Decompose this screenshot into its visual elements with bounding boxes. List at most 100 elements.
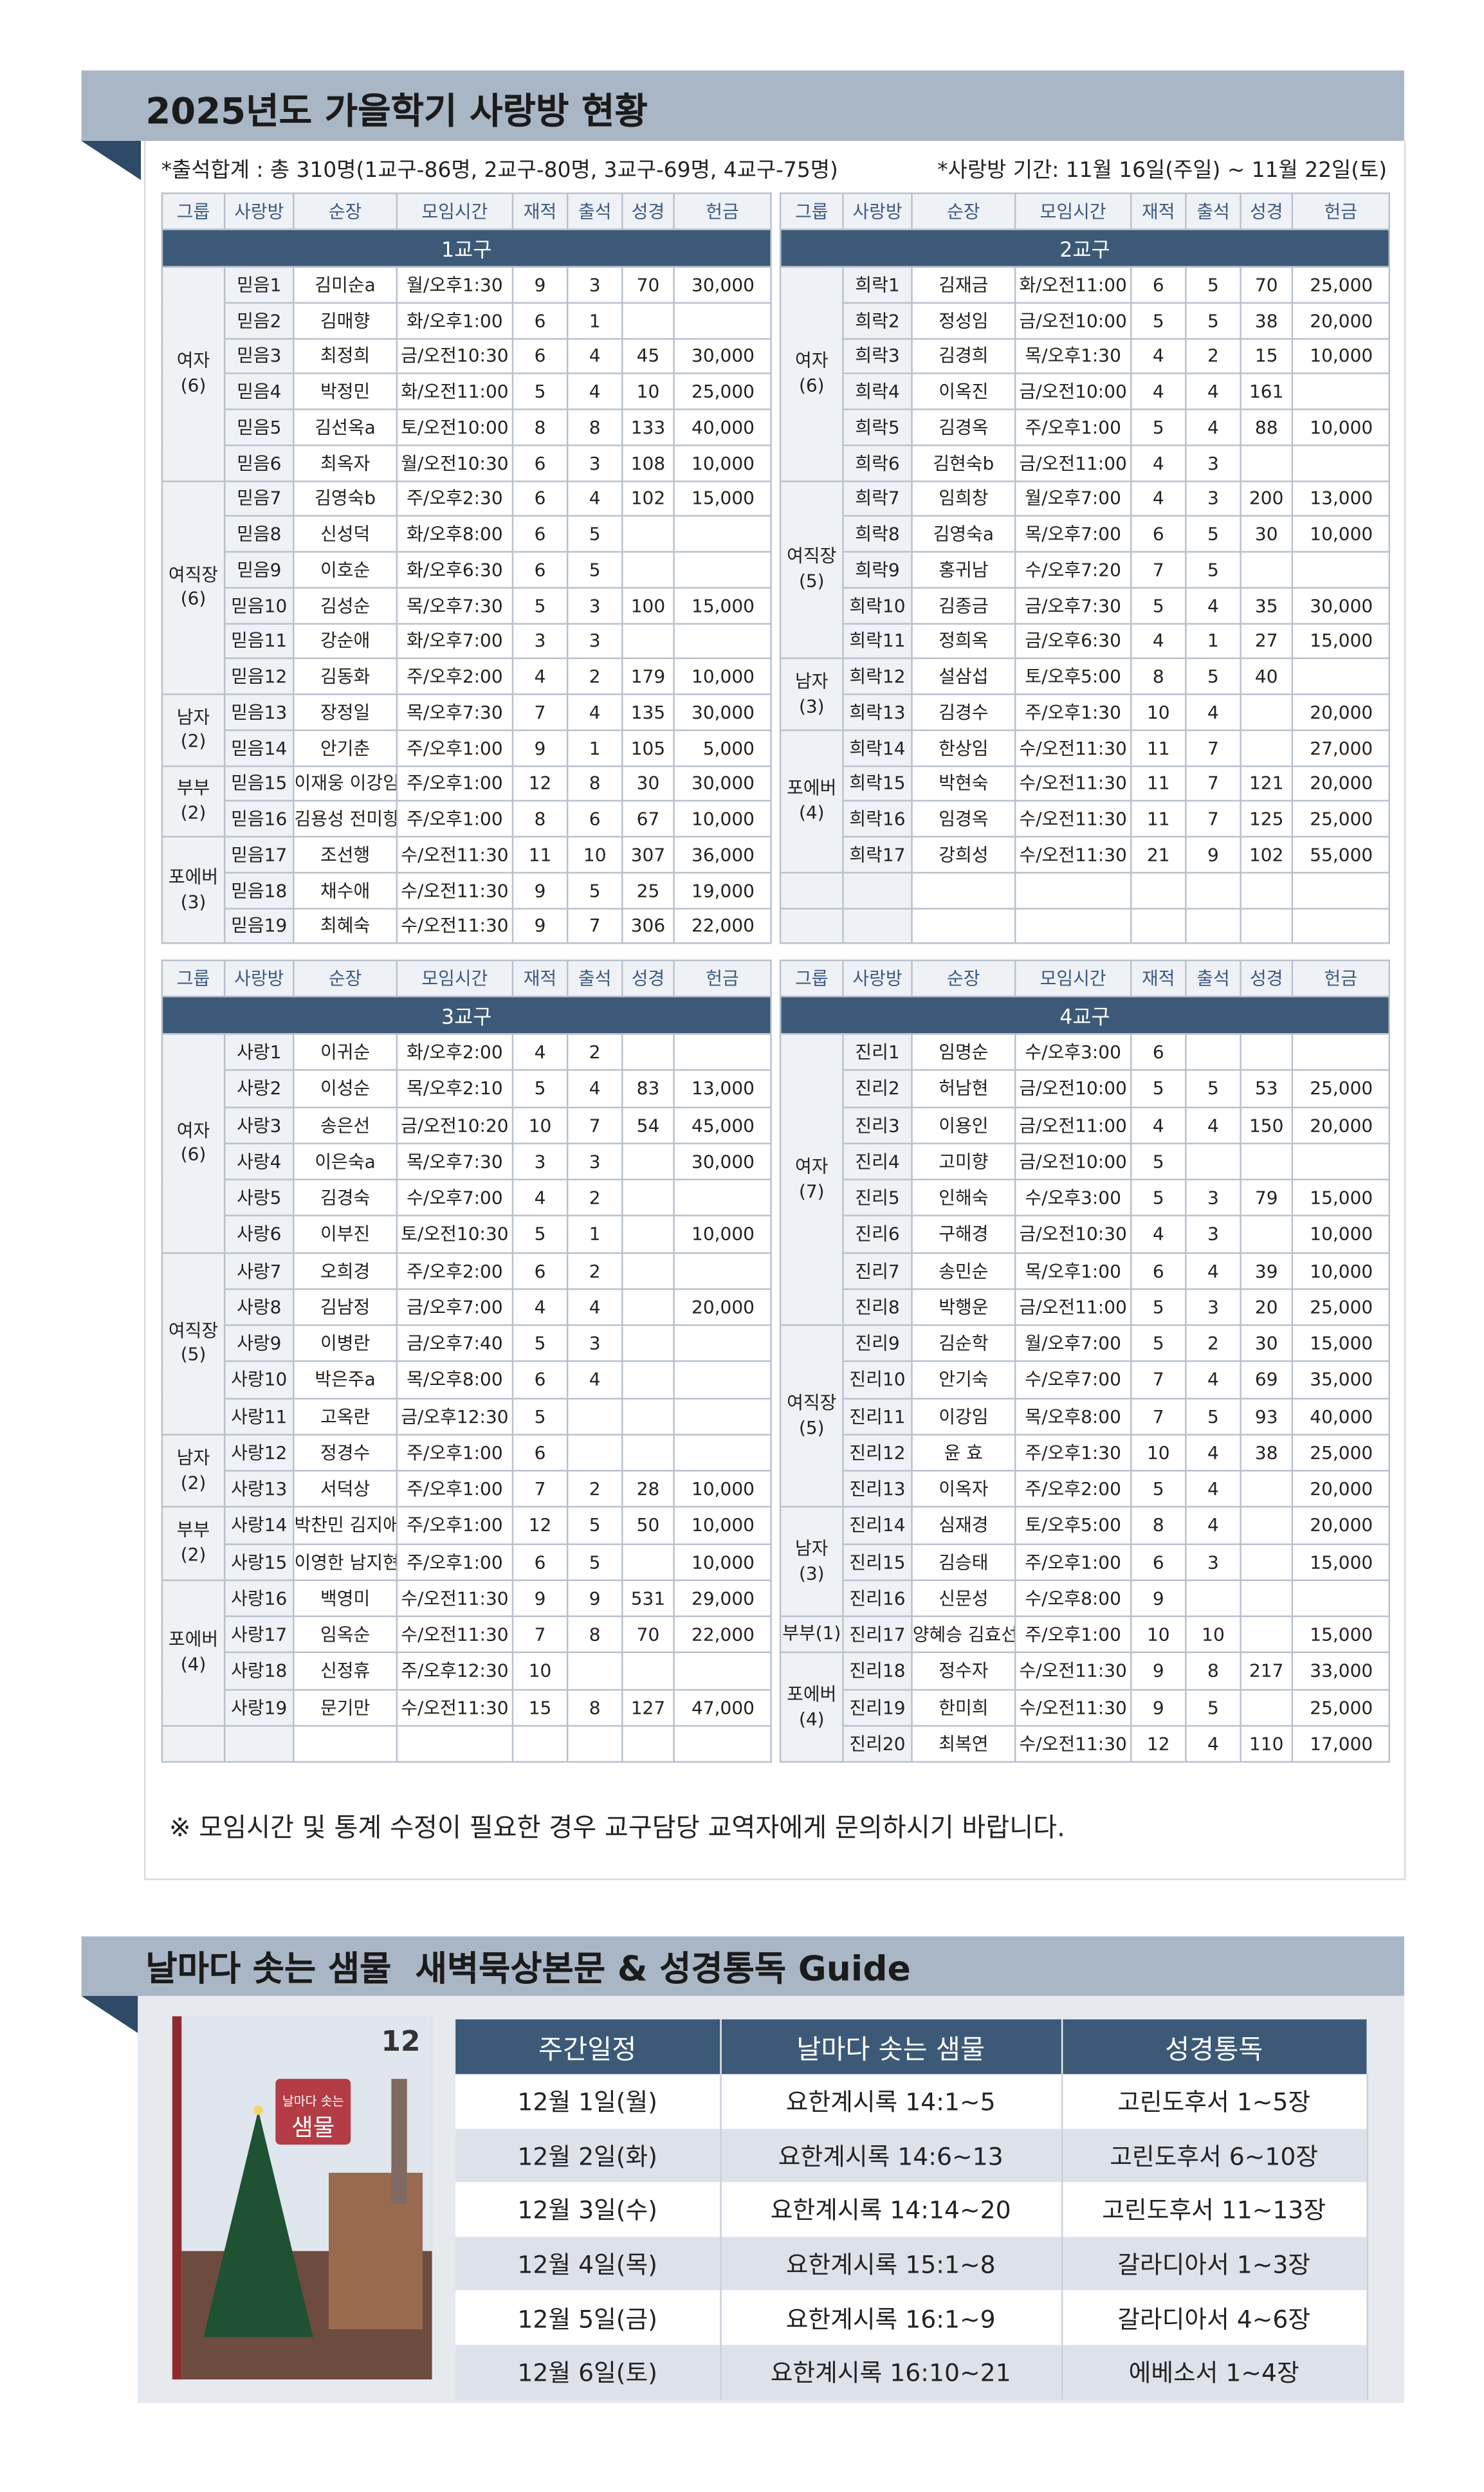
cell: 김매향 — [293, 302, 398, 339]
cell: 40 — [1240, 657, 1294, 695]
cell: 531 — [621, 1579, 675, 1617]
cell: 진리15 — [842, 1543, 913, 1581]
cell: 8 — [511, 800, 569, 838]
group-label: 남자 (2) — [161, 1433, 226, 1508]
cell — [1291, 1579, 1390, 1617]
banner-fold — [81, 141, 142, 180]
cell: 믿음10 — [223, 586, 295, 624]
data-row: 여자 (6) 믿음1 김미순a 월/오후1:30 9 3 70 30,000 — [161, 266, 772, 482]
cell: 53 — [1240, 1069, 1294, 1108]
cell: 5 — [1185, 1069, 1241, 1108]
cell: 김순학 — [911, 1324, 1016, 1362]
cell: 70 — [621, 1615, 675, 1654]
cell: 정희옥 — [911, 622, 1016, 660]
cell: 이호순 — [293, 551, 398, 589]
title-row: 2교구 — [779, 228, 1390, 268]
cell: 8 — [566, 1688, 623, 1727]
cell: 307 — [621, 836, 675, 874]
cell — [1185, 1579, 1241, 1617]
cell: 이용인 — [911, 1106, 1016, 1144]
cell: 3 — [566, 266, 623, 304]
cell: 12 — [1130, 1725, 1187, 1763]
cell: 12월 4일(목) — [455, 2236, 721, 2291]
cell: 10 — [1130, 1433, 1187, 1472]
cell: 사랑4 — [223, 1142, 295, 1180]
cell: 요한계시록 14:1~5 — [720, 2074, 1063, 2129]
cell: 토/오전10:00 — [396, 408, 514, 446]
cell: 희락12 — [842, 657, 913, 695]
cell: 67 — [621, 800, 675, 838]
cell: 217 — [1240, 1651, 1294, 1690]
cell: 수/오전11:30 — [1014, 1688, 1132, 1727]
cell: 25,000 — [1291, 1433, 1390, 1472]
cell: 임경옥 — [911, 800, 1016, 838]
group-label: 여자 (7) — [779, 1033, 844, 1326]
cell: 20,000 — [1291, 1106, 1390, 1144]
cell: 25 — [621, 871, 675, 909]
cell: 83 — [621, 1069, 675, 1108]
cell: 수/오전11:30 — [396, 1615, 514, 1654]
cell: 4 — [1130, 444, 1187, 482]
cell: 3 — [566, 586, 623, 624]
cell — [1014, 907, 1132, 945]
data-row: 포에버 (4) 사랑16 백영미 수/오전11:30 9 9 531 29,000 — [161, 1579, 772, 1727]
data-row: 희락2 정성임 금/오전10:00 5 5 38 20,000 — [780, 302, 1390, 339]
cell: 희락15 — [842, 764, 913, 802]
cell: 3 — [511, 622, 569, 660]
summary: *출석합계 : 총 310명(1교구-86명, 2교구-80명, 3교구-69명… — [161, 158, 838, 183]
data-row: 믿음11 강순애 화/오후7:00 3 3 — [162, 622, 772, 660]
cell: 설삼섭 — [911, 657, 1016, 695]
cell — [673, 622, 772, 660]
cell: 10,000 — [1291, 1215, 1390, 1254]
column-header: 성경 — [1240, 959, 1294, 998]
cell: 12월 3일(수) — [455, 2182, 721, 2237]
cell: 채수애 — [293, 871, 398, 909]
cell: 38 — [1240, 302, 1294, 339]
cell: 45 — [621, 337, 675, 375]
cell: 6 — [511, 479, 569, 517]
cell: 김종금 — [911, 586, 1016, 624]
cell — [673, 1361, 772, 1399]
data-row: 사랑8 김남정 금/오후7:00 4 4 20,000 — [162, 1288, 772, 1326]
cell — [621, 1142, 675, 1180]
cell: 2 — [566, 1251, 623, 1290]
guide-title: 날마다 솟는 샘물 새벽묵상본문 & 성경통독 Guide — [145, 1950, 911, 1990]
district-title: 3교구 — [161, 995, 772, 1035]
cell: 수/오후8:00 — [1014, 1579, 1132, 1617]
cell: 3 — [1185, 1288, 1241, 1326]
cell — [621, 1215, 675, 1254]
banner-fold — [81, 1995, 142, 2035]
cell: 5 — [1185, 551, 1241, 589]
cell: 28 — [621, 1470, 675, 1508]
data-row: 남자 (3) 진리14 심재경 토/오후5:00 8 4 20,000 — [779, 1506, 1390, 1617]
cell: 진리7 — [842, 1251, 913, 1290]
column-header: 그룹 — [161, 959, 226, 998]
cell: 7 — [1185, 729, 1241, 767]
cell: 임옥순 — [293, 1615, 398, 1654]
cell: 김선옥a — [293, 408, 398, 446]
cell — [779, 907, 844, 945]
cell: 4 — [1185, 1433, 1241, 1472]
cell — [566, 1397, 623, 1435]
cell: 박행운 — [911, 1288, 1016, 1326]
cell: 6 — [511, 444, 569, 482]
cell: 사랑12 — [223, 1433, 295, 1472]
cell: 고린도후서 6~10장 — [1061, 2128, 1368, 2183]
cell: 4 — [1185, 1361, 1241, 1399]
cell: 7 — [511, 1470, 569, 1508]
cell: 금/오전11:00 — [1014, 444, 1132, 482]
cell: 강희성 — [911, 836, 1016, 874]
cell: 화/오후7:00 — [396, 622, 514, 660]
cell: 목/오후8:00 — [1014, 1397, 1132, 1435]
cell: 진리4 — [842, 1142, 913, 1180]
data-row: 사랑18 신정휴 주/오후12:30 10 — [162, 1651, 772, 1690]
data-row: 사랑3 송은선 금/오전10:20 10 7 54 45,000 — [162, 1106, 772, 1144]
cell: 5 — [511, 1215, 569, 1254]
cell: 홍귀남 — [911, 551, 1016, 589]
cell: 135 — [621, 693, 675, 731]
cell: 정수자 — [911, 1651, 1016, 1690]
cell: 금/오전11:00 — [1014, 1288, 1132, 1326]
cell: 사랑9 — [223, 1324, 295, 1362]
cell: 주/오후1:00 — [396, 1506, 514, 1544]
cell: 125 — [1240, 800, 1294, 838]
